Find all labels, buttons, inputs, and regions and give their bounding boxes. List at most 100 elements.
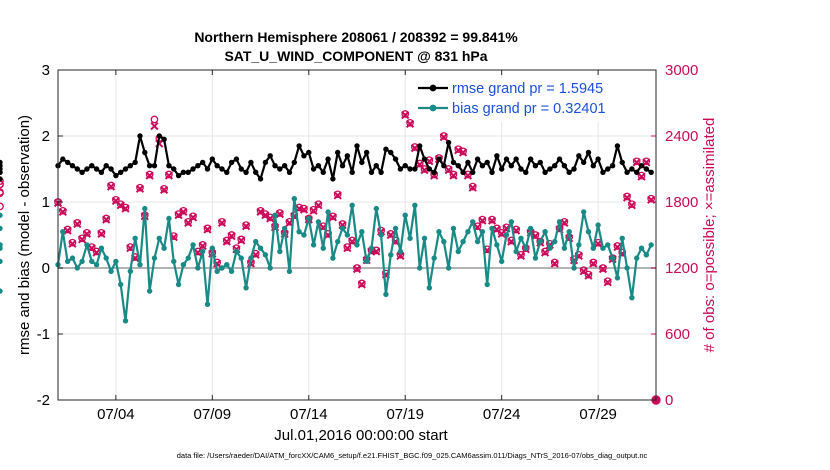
possible-obs-point bbox=[102, 214, 111, 223]
rmse-point bbox=[325, 156, 331, 162]
bias-point bbox=[556, 219, 563, 225]
bias-point bbox=[648, 242, 654, 248]
possible-obs-point bbox=[242, 221, 250, 229]
bias-point bbox=[180, 262, 187, 268]
possible-obs-point bbox=[150, 115, 159, 124]
rmse-point bbox=[556, 156, 563, 162]
rmse-point bbox=[368, 169, 375, 175]
bias-point bbox=[634, 255, 640, 261]
bias-point bbox=[373, 205, 379, 212]
bias-point bbox=[243, 285, 249, 291]
assimilated-obs-point bbox=[145, 171, 154, 180]
bias-point bbox=[310, 242, 317, 248]
rmse-point bbox=[103, 163, 109, 169]
rmse-point bbox=[310, 166, 317, 172]
rmse-point bbox=[320, 169, 326, 175]
possible-obs-point bbox=[309, 205, 318, 214]
rmse-point bbox=[498, 166, 505, 172]
assimilated-obs-point bbox=[487, 216, 497, 225]
bias-point bbox=[600, 245, 606, 251]
x-tick-label: 07/29 bbox=[579, 406, 617, 423]
bias-point bbox=[566, 229, 572, 235]
bias-point bbox=[445, 265, 452, 271]
rmse-point bbox=[301, 153, 307, 159]
assimilated-obs-point bbox=[454, 146, 463, 155]
assimilated-obs-point bbox=[352, 264, 362, 274]
possible-obs-point bbox=[401, 110, 410, 118]
bias-point bbox=[465, 229, 471, 235]
rmse-point bbox=[571, 166, 577, 172]
rmse-point bbox=[64, 159, 71, 166]
bias-point bbox=[267, 265, 273, 271]
assimilated-obs-point bbox=[560, 218, 569, 228]
rmse-point bbox=[629, 166, 635, 172]
assimilated-obs-point bbox=[217, 218, 227, 228]
y-tick-label: 1 bbox=[42, 194, 50, 211]
possible-obs-point bbox=[478, 215, 487, 224]
rmse-point bbox=[74, 166, 80, 172]
chart-title: Northern Hemisphere 208061 / 208392 = 99… bbox=[194, 29, 518, 45]
rmse-point bbox=[421, 156, 428, 162]
y-axis-label: rmse and bias (model - observation) bbox=[16, 115, 33, 355]
rmse-point bbox=[195, 163, 201, 169]
possible-obs-point bbox=[599, 264, 607, 272]
y-tick-label: -1 bbox=[37, 326, 50, 343]
bias-point bbox=[238, 255, 244, 261]
possible-obs-point bbox=[0, 177, 4, 185]
bias-point bbox=[547, 245, 553, 251]
legend-bias-marker bbox=[429, 104, 437, 112]
rmse-point bbox=[585, 149, 592, 156]
rmse-point bbox=[84, 166, 90, 172]
bias-point bbox=[619, 235, 625, 241]
rmse-point bbox=[552, 163, 558, 169]
possible-obs-point bbox=[584, 270, 593, 279]
rmse-point bbox=[537, 159, 543, 166]
assimilated-obs-point bbox=[613, 242, 622, 252]
assimilated-obs-point bbox=[603, 278, 612, 287]
assimilated-obs-point bbox=[159, 185, 169, 195]
possible-obs-point bbox=[314, 200, 323, 209]
legend-bias-label: bias grand pr = 0.32401 bbox=[452, 101, 606, 117]
possible-obs-point bbox=[488, 215, 496, 224]
bias-point bbox=[455, 248, 461, 255]
rmse-point bbox=[503, 156, 510, 162]
possible-obs-point bbox=[541, 247, 549, 256]
possible-obs-point bbox=[343, 243, 352, 251]
possible-obs-point bbox=[237, 235, 246, 244]
assimilated-obs-point bbox=[82, 229, 92, 239]
bias-point bbox=[609, 255, 616, 261]
possible-obs-point bbox=[179, 206, 188, 215]
rmse-point bbox=[209, 156, 216, 162]
possible-obs-point bbox=[517, 250, 525, 259]
rmse-point bbox=[156, 133, 162, 139]
rmse-point bbox=[253, 169, 259, 175]
bias-point bbox=[277, 248, 283, 255]
bias-point bbox=[132, 235, 138, 241]
bias-point bbox=[489, 225, 495, 232]
rmse-point bbox=[238, 166, 244, 172]
y2-tick-label: 0 bbox=[665, 392, 673, 409]
rmse-point bbox=[281, 163, 288, 169]
rmse-point bbox=[590, 163, 597, 169]
possible-obs-point bbox=[637, 171, 646, 180]
possible-obs-point bbox=[406, 118, 414, 127]
rmse-point bbox=[108, 166, 114, 172]
bias-point bbox=[0, 212, 3, 218]
rmse-point bbox=[614, 143, 621, 149]
bias-point bbox=[195, 265, 201, 271]
rmse-point bbox=[286, 169, 293, 175]
bias-point bbox=[315, 219, 322, 225]
rmse-point bbox=[166, 163, 172, 169]
bias-point bbox=[233, 248, 240, 255]
rmse-point bbox=[489, 169, 495, 175]
bias-point bbox=[69, 255, 76, 261]
possible-obs-point bbox=[353, 264, 361, 272]
rmse-point bbox=[547, 166, 553, 172]
y2-tick-label: 3000 bbox=[665, 62, 698, 79]
rmse-point bbox=[171, 166, 177, 172]
bias-point bbox=[301, 232, 307, 238]
bias-point bbox=[537, 238, 543, 245]
rmse-point bbox=[142, 149, 148, 156]
bias-point bbox=[421, 235, 428, 241]
bias-point bbox=[84, 242, 90, 248]
